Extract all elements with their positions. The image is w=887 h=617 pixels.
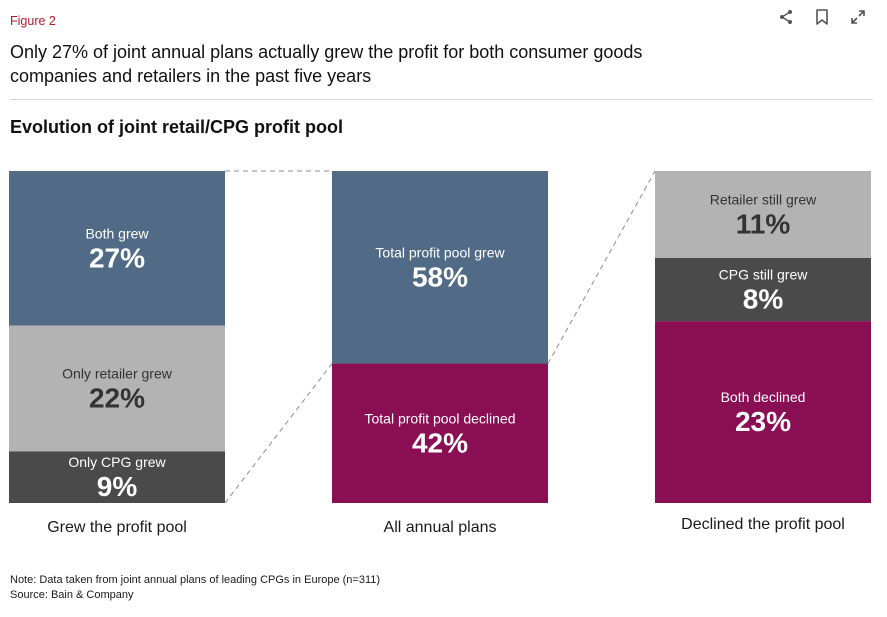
connector-line-right (547, 170, 656, 364)
category-label-all-annual-plans: All annual plans (384, 519, 497, 536)
segment-value-total-profit-pool-grew: 58% (412, 261, 468, 292)
segment-value-only-cpg-grew: 9% (97, 471, 138, 502)
segment-label-only-retailer-grew: Only retailer grew (62, 366, 173, 382)
segment-value-total-profit-pool-declined: 42% (412, 427, 468, 458)
segment-value-both-declined: 23% (735, 406, 791, 437)
segment-value-both-grew: 27% (89, 242, 145, 273)
share-button[interactable] (775, 6, 797, 28)
headline: Only 27% of joint annual plans actually … (10, 42, 643, 86)
share-icon (780, 10, 792, 24)
segment-cpg-still-grew (655, 257, 871, 322)
figure-label: Figure 2 (10, 14, 56, 28)
connector-line-left (224, 363, 333, 504)
segment-label-only-cpg-grew: Only CPG grew (68, 454, 166, 470)
segment-label-both-declined: Both declined (721, 389, 806, 405)
expand-button[interactable] (847, 6, 869, 28)
footnote: Note: Data taken from joint annual plans… (10, 573, 380, 603)
segment-only-retailer-grew (9, 325, 225, 452)
category-label-grew-the-profit-pool: Grew the profit pool (47, 519, 187, 536)
segment-label-retailer-still-grew: Retailer still grew (710, 191, 817, 207)
segment-value-retailer-still-grew: 11% (736, 208, 791, 239)
segment-total-profit-pool-declined (332, 363, 548, 503)
source-text: Source: Bain & Company (10, 589, 134, 601)
segment-value-cpg-still-grew: 8% (743, 284, 784, 315)
segment-label-total-profit-pool-grew: Total profit pool grew (375, 244, 505, 260)
expand-icon (851, 10, 865, 24)
bookmark-button[interactable] (811, 6, 833, 28)
segment-label-both-grew: Both grew (85, 225, 149, 241)
divider (10, 99, 873, 100)
segment-value-only-retailer-grew: 22% (89, 383, 145, 414)
segment-total-profit-pool-grew (332, 171, 548, 364)
segment-label-cpg-still-grew: CPG still grew (719, 267, 809, 283)
segment-both-grew (9, 171, 225, 326)
toolbar (775, 6, 869, 28)
category-label-declined-the-profit-pool: Declined the profit pool (681, 516, 845, 533)
note-text: Note: Data taken from joint annual plans… (10, 574, 381, 586)
bookmark-icon (816, 9, 828, 25)
segment-retailer-still-grew (655, 171, 871, 258)
segment-both-declined (655, 321, 871, 503)
segment-only-cpg-grew (9, 451, 225, 503)
segment-label-total-profit-pool-declined: Total profit pool declined (365, 410, 516, 426)
chart-title: Evolution of joint retail/CPG profit poo… (10, 117, 343, 137)
